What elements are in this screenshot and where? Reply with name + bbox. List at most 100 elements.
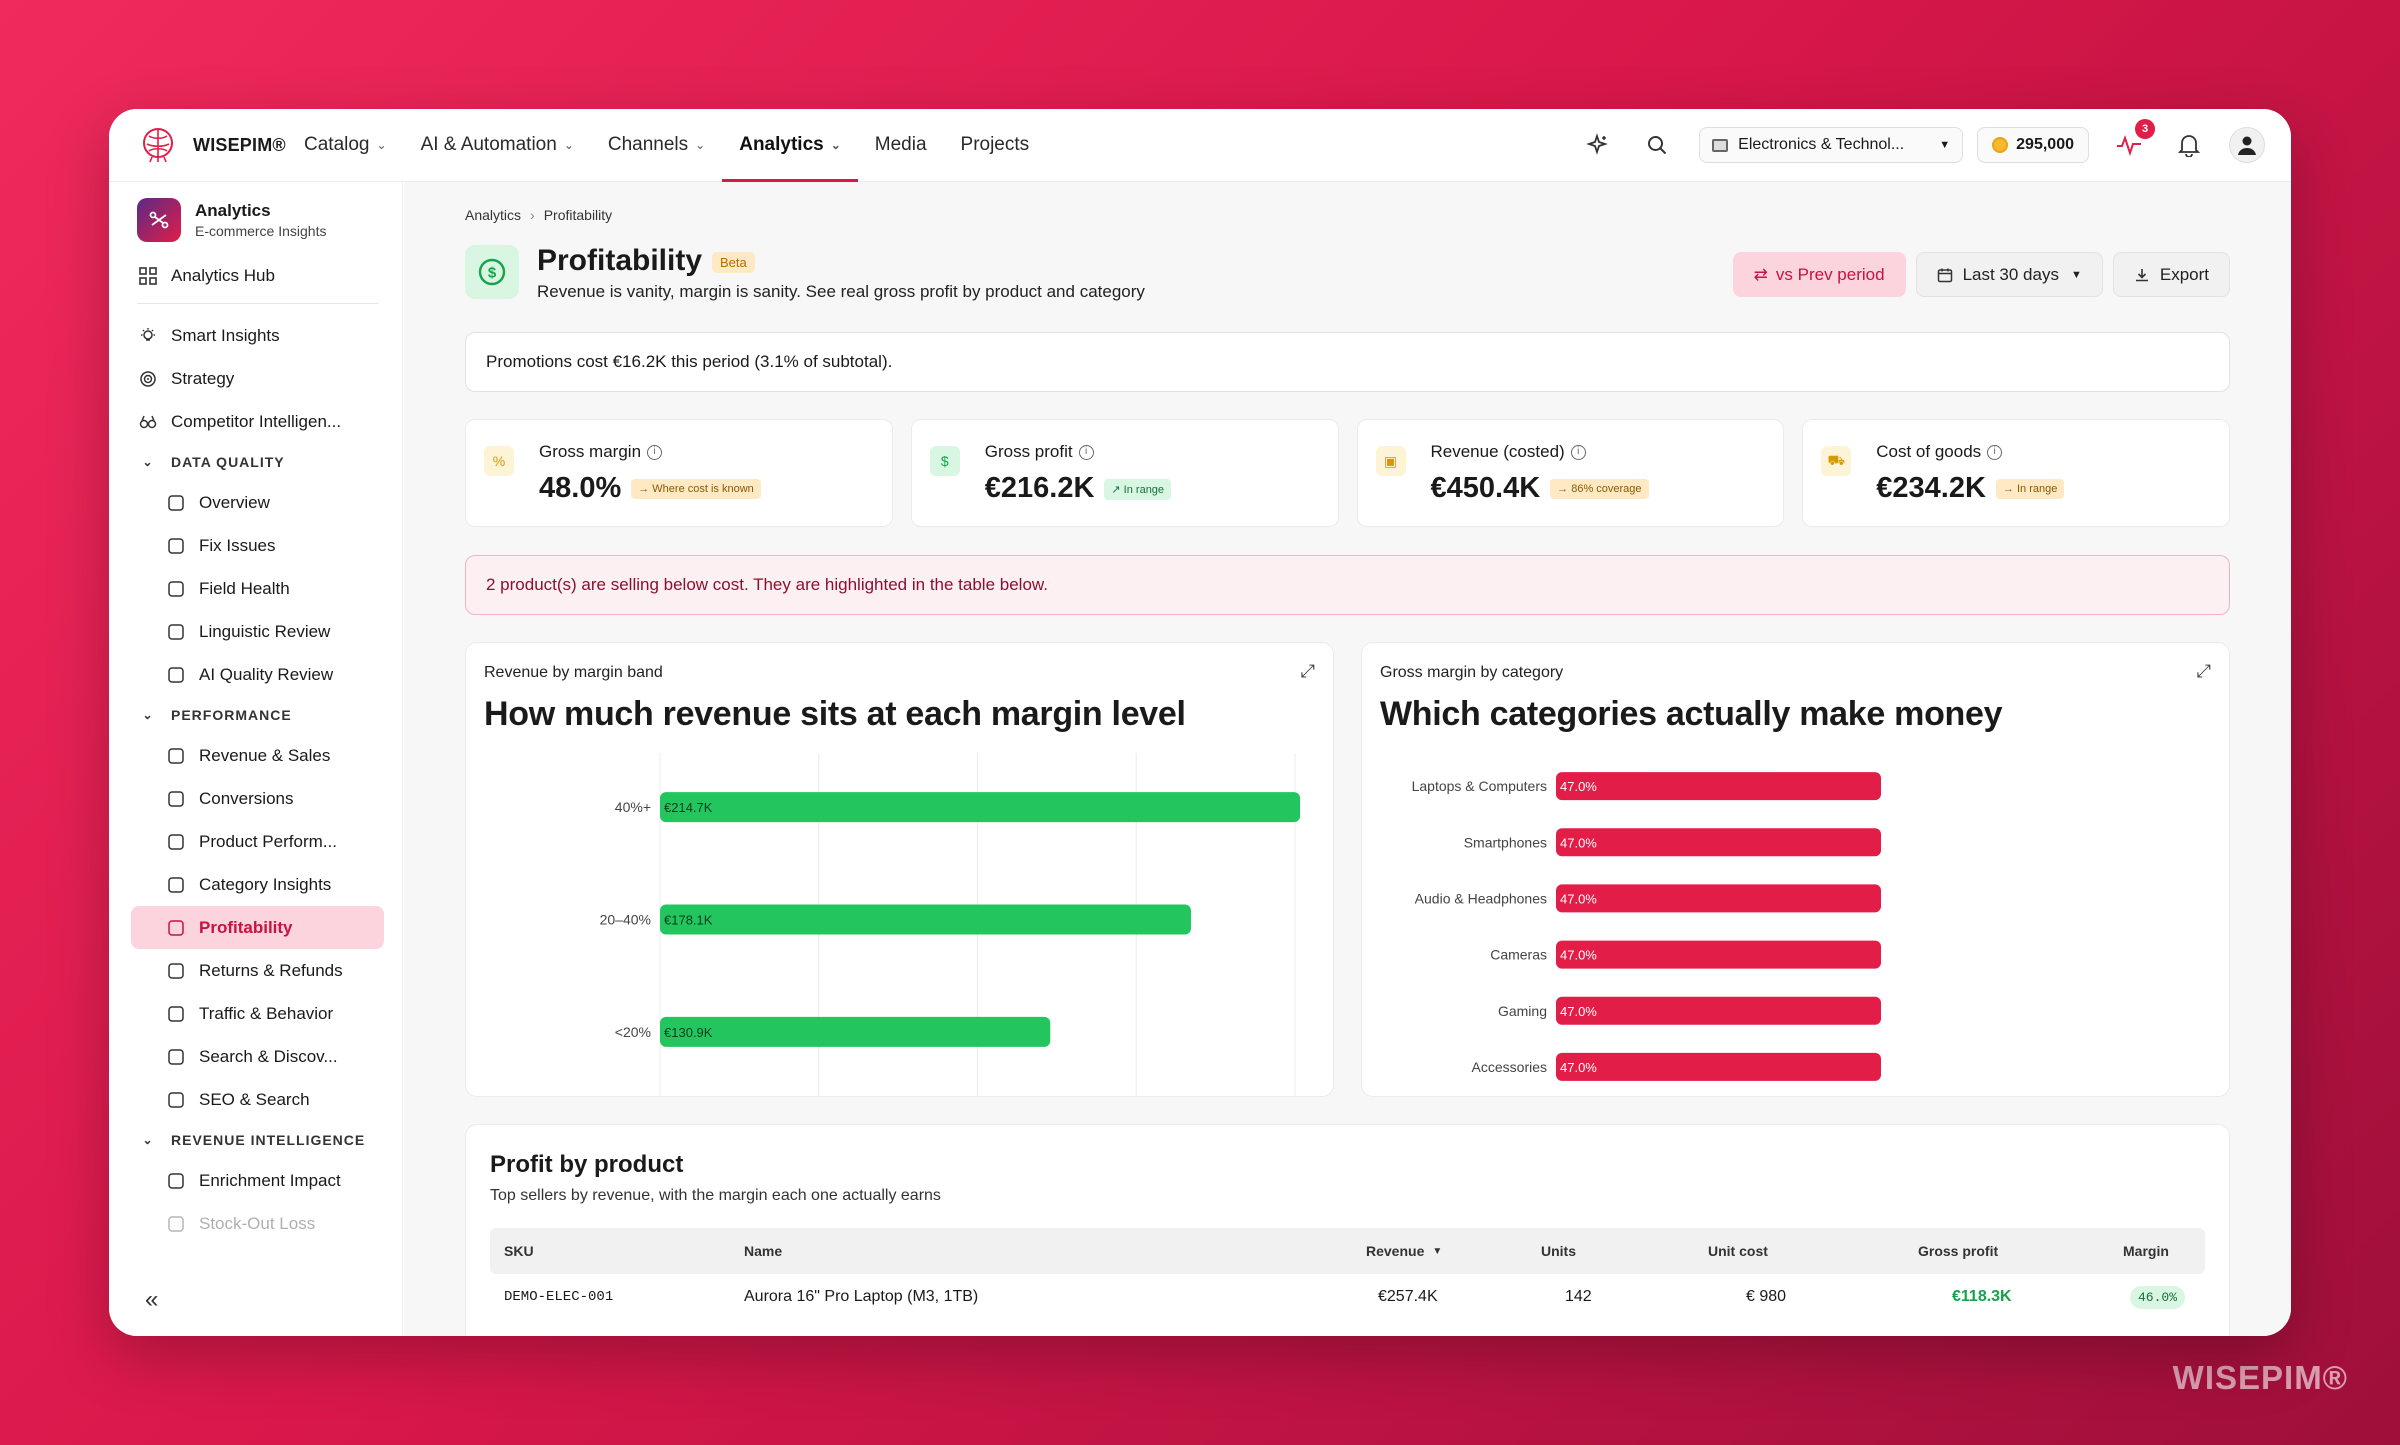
table-row[interactable]: DEMO-ELEC-001 Aurora 16" Pro Laptop (M3,… xyxy=(490,1274,2205,1320)
nav-media[interactable]: Media xyxy=(858,109,944,182)
kpi-value: 48.0% → Where cost is known xyxy=(539,472,761,505)
nav-ai-automation[interactable]: AI & Automation ⌄ xyxy=(404,109,591,182)
info-icon[interactable]: i xyxy=(647,445,663,461)
chevron-right-icon: › xyxy=(530,207,535,223)
col-gross-profit[interactable]: Gross profit xyxy=(1918,1243,1999,1259)
section-title: REVENUE INTELLIGENCE xyxy=(171,1132,366,1148)
sidebar-item-label: Product Perform... xyxy=(199,831,337,851)
credits-value: 295,000 xyxy=(2016,136,2074,153)
store-selector[interactable]: Electronics & Technol... ▼ xyxy=(1699,127,1964,163)
sidebar: Analytics E-commerce Insights Analytics … xyxy=(109,182,403,1336)
col-revenue[interactable]: Revenue ▼ xyxy=(1366,1243,1443,1259)
sidebar-item-category-insights[interactable]: Category Insights xyxy=(109,863,402,906)
nav-analytics[interactable]: Analytics ⌄ xyxy=(722,109,858,182)
export-button[interactable]: Export xyxy=(2112,252,2230,297)
sidebar-item-revenue-sales[interactable]: Revenue & Sales xyxy=(109,734,402,777)
chevron-down-icon: ▼ xyxy=(1939,139,1951,151)
sidebar-section-performance[interactable]: ⌄ PERFORMANCE xyxy=(109,696,402,734)
expand-icon[interactable]: ⤢ xyxy=(2196,661,2211,681)
sidebar-item-overview[interactable]: Overview xyxy=(109,481,402,524)
below-cost-alert: 2 product(s) are selling below cost. The… xyxy=(465,555,2230,615)
sidebar-item-ai-quality-review[interactable]: AI Quality Review xyxy=(109,653,402,696)
table-subtitle: Top sellers by revenue, with the margin … xyxy=(490,1187,941,1204)
sidebar-item-label: AI Quality Review xyxy=(199,664,334,684)
search-icon[interactable] xyxy=(1637,125,1677,165)
compare-prev-period-button[interactable]: ⇄ vs Prev period xyxy=(1732,252,1906,297)
nav-catalog[interactable]: Catalog ⌄ xyxy=(287,109,404,182)
chevron-down-icon: ⌄ xyxy=(142,708,154,722)
sidebar-item-traffic-behavior[interactable]: Traffic & Behavior xyxy=(109,992,402,1035)
sidebar-item-label: Stock-Out Loss xyxy=(199,1213,316,1233)
col-margin[interactable]: Margin xyxy=(2123,1243,2169,1259)
bar-audio-headphones[interactable] xyxy=(1556,884,1881,913)
value-label: €178.1K xyxy=(664,913,713,928)
main-nav: Catalog ⌄ AI & Automation ⌄ Channels ⌄ Analyti… xyxy=(287,109,1046,182)
chevron-down-icon: ⌄ xyxy=(142,1133,154,1147)
nav-projects[interactable]: Projects xyxy=(944,109,1047,182)
info-icon[interactable]: i xyxy=(1987,445,2003,461)
breadcrumb-profitability: Profitability xyxy=(543,207,613,223)
sidebar-item-profitability[interactable]: Profitability xyxy=(131,906,384,949)
nav-channels[interactable]: Channels ⌄ xyxy=(591,109,722,182)
expand-icon[interactable]: ⤢ xyxy=(1300,661,1315,681)
col-units[interactable]: Units xyxy=(1541,1243,1576,1259)
sidebar-section-revenue-intelligence[interactable]: ⌄ REVENUE INTELLIGENCE xyxy=(109,1121,402,1159)
kpi-gross-margin: % Gross margin i 48.0% → Where cost is known xyxy=(465,419,893,527)
analytics-icon xyxy=(137,198,181,242)
sidebar-item-enrichment-impact[interactable]: Enrichment Impact xyxy=(109,1159,402,1202)
sidebar-subtitle: E-commerce Insights xyxy=(195,223,327,239)
bar-laptops-computers[interactable] xyxy=(1556,772,1881,801)
col-sku[interactable]: SKU xyxy=(504,1243,534,1259)
col-unit-cost[interactable]: Unit cost xyxy=(1708,1243,1768,1259)
info-icon[interactable]: i xyxy=(1078,445,1094,461)
sidebar-item-label: Profitability xyxy=(199,917,293,937)
sidebar-item-competitor-intelligen[interactable]: Competitor Intelligen... xyxy=(109,400,402,443)
nav-label: Channels xyxy=(607,134,689,155)
beta-badge: Beta xyxy=(712,251,755,273)
sidebar-item-conversions[interactable]: Conversions xyxy=(109,777,402,820)
sidebar-item-label: Traffic & Behavior xyxy=(199,1003,334,1023)
bar-20-40[interactable] xyxy=(660,904,1191,935)
kpi-status-tag: → 86% coverage xyxy=(1550,479,1649,500)
sparkle-icon[interactable] xyxy=(1577,125,1617,165)
info-icon[interactable]: i xyxy=(1570,445,1586,461)
revenue-by-margin-band-panel: 40%+ €214.7K 20–40% €178.1K <20% €130.9K Reve… xyxy=(465,642,1334,1097)
bar-smartphones[interactable] xyxy=(1556,828,1881,857)
sidebar-item-smart-insights[interactable]: Smart Insights xyxy=(109,314,402,357)
sidebar-item-field-health[interactable]: Field Health xyxy=(109,567,402,610)
breadcrumb-analytics[interactable]: Analytics xyxy=(465,207,522,223)
sidebar-item-product-perform[interactable]: Product Perform... xyxy=(109,820,402,863)
value-label: 47.0% xyxy=(1560,1004,1597,1019)
margin-band-chart: 40%+ €214.7K 20–40% €178.1K <20% €130.9K xyxy=(600,753,1301,1096)
bar-accessories[interactable] xyxy=(1556,1052,1881,1081)
collapse-sidebar-button[interactable]: « xyxy=(145,1286,159,1313)
seo-search-icon xyxy=(165,1089,187,1111)
sidebar-item-returns-refunds[interactable]: Returns & Refunds xyxy=(109,949,402,992)
section-title: DATA QUALITY xyxy=(171,454,285,470)
sidebar-section-data-quality[interactable]: ⌄ DATA QUALITY xyxy=(109,443,402,481)
date-range-button[interactable]: Last 30 days ▼ xyxy=(1915,252,2103,297)
sidebar-item-linguistic-review[interactable]: Linguistic Review xyxy=(109,610,402,653)
bar-40[interactable] xyxy=(660,792,1301,823)
sidebar-item-search-discov[interactable]: Search & Discov... xyxy=(109,1035,402,1078)
category-label: Gaming xyxy=(1498,1003,1547,1019)
nav-label: Media xyxy=(874,134,927,155)
bar-20[interactable] xyxy=(660,1016,1051,1047)
chevron-down-icon: ⌄ xyxy=(830,138,841,152)
bar-gaming[interactable] xyxy=(1556,996,1881,1025)
sidebar-item-analytics-hub[interactable]: Analytics Hub xyxy=(109,254,402,297)
logo[interactable]: WISEPIM® xyxy=(137,124,287,166)
bell-icon[interactable] xyxy=(2169,125,2209,165)
sidebar-item-fix-issues[interactable]: Fix Issues xyxy=(109,524,402,567)
sidebar-item-label: Analytics Hub xyxy=(171,265,275,285)
sidebar-item-stock-out-loss[interactable]: Stock-Out Loss xyxy=(109,1202,402,1245)
bar-cameras[interactable] xyxy=(1556,940,1881,969)
sidebar-item-seo-search[interactable]: SEO & Search xyxy=(109,1078,402,1121)
category-label: 20–40% xyxy=(600,912,651,928)
activity-icon[interactable]: 3 xyxy=(2109,119,2155,165)
dollar-circle-icon: $ xyxy=(465,245,519,299)
credits-balance[interactable]: 295,000 xyxy=(1977,127,2089,163)
sidebar-item-strategy[interactable]: Strategy xyxy=(109,357,402,400)
col-name[interactable]: Name xyxy=(744,1243,783,1259)
user-avatar[interactable] xyxy=(2229,127,2265,163)
